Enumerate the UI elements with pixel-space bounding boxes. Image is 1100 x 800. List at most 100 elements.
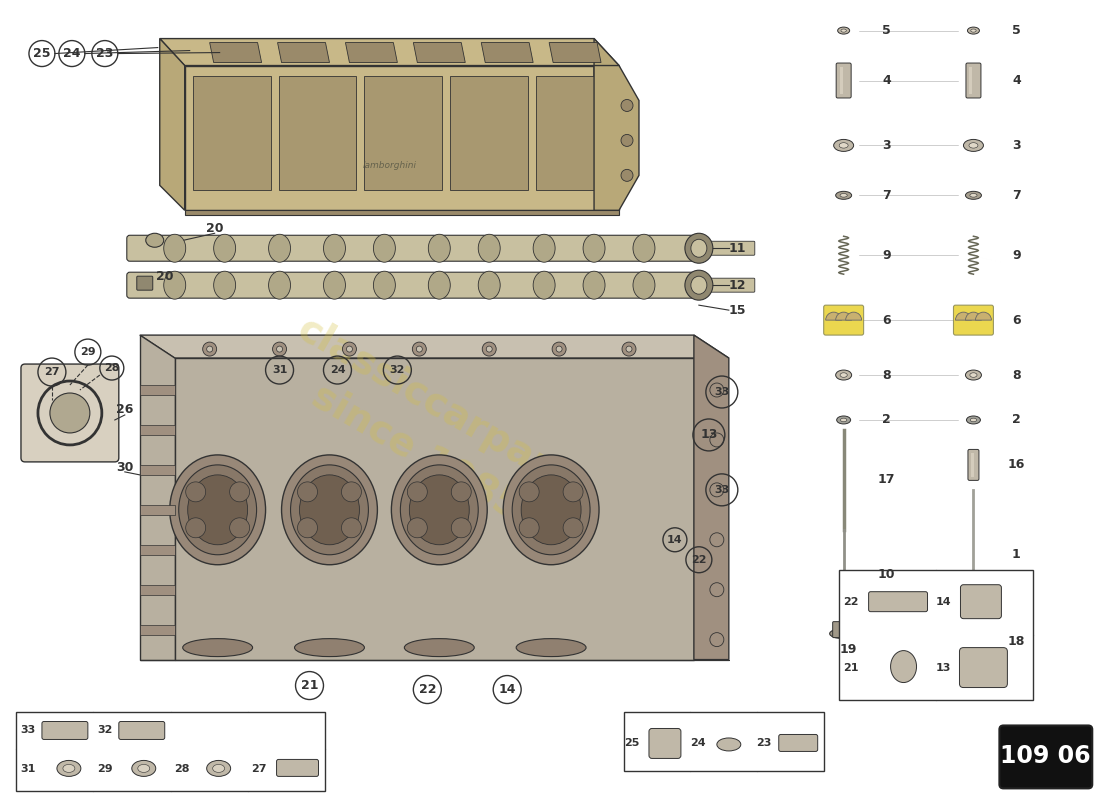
Ellipse shape	[282, 455, 377, 565]
Circle shape	[626, 346, 632, 352]
Text: 25: 25	[625, 738, 640, 749]
Circle shape	[451, 482, 471, 502]
Ellipse shape	[392, 455, 487, 565]
Ellipse shape	[183, 638, 253, 657]
Ellipse shape	[146, 234, 164, 247]
Text: 33: 33	[714, 387, 729, 397]
Text: 7: 7	[882, 189, 891, 202]
Ellipse shape	[957, 630, 989, 642]
Ellipse shape	[295, 638, 364, 657]
Text: 31: 31	[272, 365, 287, 375]
FancyBboxPatch shape	[779, 734, 817, 751]
Text: 14: 14	[936, 597, 952, 606]
Text: 16: 16	[1008, 458, 1025, 471]
Ellipse shape	[840, 373, 847, 378]
Ellipse shape	[837, 416, 850, 424]
Circle shape	[186, 518, 206, 538]
FancyBboxPatch shape	[126, 272, 702, 298]
Text: 17: 17	[878, 474, 895, 486]
Text: 32: 32	[97, 726, 112, 735]
Text: 9: 9	[1012, 249, 1021, 262]
FancyBboxPatch shape	[954, 305, 993, 335]
Ellipse shape	[478, 271, 500, 299]
Circle shape	[297, 482, 318, 502]
Ellipse shape	[478, 234, 500, 262]
Circle shape	[186, 482, 206, 502]
Circle shape	[451, 518, 471, 538]
Circle shape	[341, 518, 362, 538]
Text: 19: 19	[840, 643, 857, 656]
Polygon shape	[694, 335, 729, 659]
Text: 21: 21	[300, 679, 318, 692]
Ellipse shape	[207, 761, 231, 776]
Ellipse shape	[840, 418, 847, 422]
Text: 24: 24	[690, 738, 706, 749]
Polygon shape	[414, 42, 465, 62]
Text: 8: 8	[1012, 369, 1021, 382]
Wedge shape	[966, 312, 981, 320]
Text: classiccarparts
since 1985: classiccarparts since 1985	[265, 310, 593, 550]
Ellipse shape	[323, 271, 345, 299]
Circle shape	[710, 433, 724, 447]
Ellipse shape	[834, 139, 854, 151]
Circle shape	[710, 633, 724, 646]
Ellipse shape	[685, 234, 713, 263]
Text: 13: 13	[701, 429, 717, 442]
Text: 1: 1	[1012, 548, 1021, 562]
FancyBboxPatch shape	[1000, 726, 1092, 788]
Text: 11: 11	[728, 242, 746, 254]
Text: 5: 5	[1012, 24, 1021, 37]
FancyBboxPatch shape	[960, 622, 987, 640]
Bar	[192, 75, 271, 190]
Ellipse shape	[405, 638, 474, 657]
Circle shape	[416, 346, 422, 352]
Polygon shape	[185, 210, 619, 215]
Ellipse shape	[534, 234, 556, 262]
Bar	[971, 453, 975, 477]
Text: 4: 4	[1012, 74, 1021, 87]
Circle shape	[557, 346, 562, 352]
Circle shape	[621, 134, 632, 146]
Text: 23: 23	[96, 47, 113, 60]
Circle shape	[710, 533, 724, 546]
Bar	[364, 75, 442, 190]
Ellipse shape	[842, 29, 846, 32]
Ellipse shape	[969, 142, 978, 148]
Ellipse shape	[290, 465, 369, 554]
Ellipse shape	[516, 638, 586, 657]
Bar	[838, 570, 1033, 699]
Text: 6: 6	[882, 314, 891, 326]
Text: 28: 28	[174, 765, 189, 774]
FancyBboxPatch shape	[42, 722, 88, 739]
Ellipse shape	[164, 234, 186, 262]
Polygon shape	[277, 42, 330, 62]
FancyBboxPatch shape	[959, 648, 1008, 687]
Ellipse shape	[839, 142, 848, 148]
Text: 26: 26	[117, 403, 133, 417]
Text: 32: 32	[389, 365, 405, 375]
Text: 7: 7	[1012, 189, 1021, 202]
Text: 33: 33	[714, 485, 729, 495]
Bar	[140, 425, 175, 435]
Ellipse shape	[534, 271, 556, 299]
Ellipse shape	[970, 194, 977, 197]
Text: 29: 29	[80, 347, 96, 357]
Ellipse shape	[840, 194, 847, 197]
Ellipse shape	[178, 465, 256, 554]
Ellipse shape	[971, 29, 976, 32]
Circle shape	[346, 346, 352, 352]
Bar	[140, 385, 175, 395]
Text: lamborghini: lamborghini	[362, 161, 417, 170]
Ellipse shape	[212, 765, 224, 773]
Bar	[175, 358, 694, 659]
Polygon shape	[140, 335, 175, 659]
Text: 24: 24	[330, 365, 345, 375]
Circle shape	[273, 342, 286, 356]
Circle shape	[552, 342, 567, 356]
Text: 27: 27	[251, 765, 266, 774]
Circle shape	[710, 483, 724, 497]
Polygon shape	[594, 38, 619, 210]
Circle shape	[621, 170, 632, 182]
FancyBboxPatch shape	[697, 242, 755, 255]
FancyBboxPatch shape	[824, 305, 864, 335]
